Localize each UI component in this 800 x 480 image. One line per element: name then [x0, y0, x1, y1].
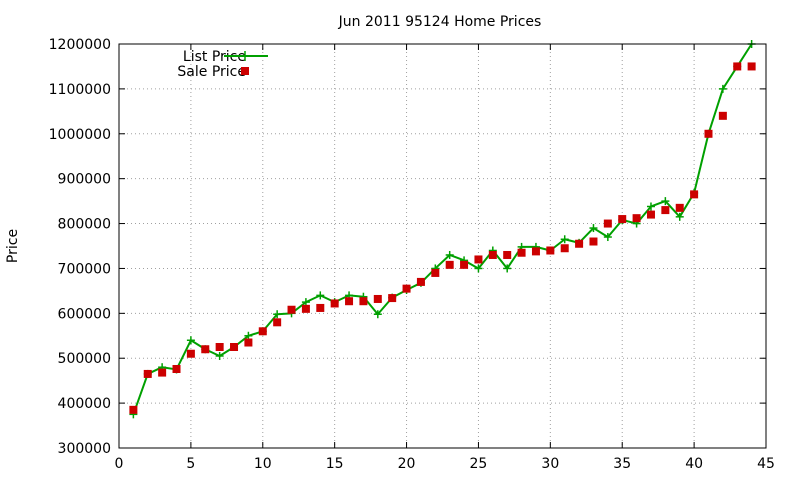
sale-price-point [373, 294, 382, 303]
sale-price-point [690, 190, 699, 199]
sale-price-point [718, 111, 727, 120]
sale-price-point [244, 338, 253, 347]
legend-marker-list-price [240, 51, 250, 61]
sale-price-point [661, 206, 670, 215]
sale-price-point [402, 284, 411, 293]
list-price-point [215, 351, 224, 360]
sale-price-point [589, 237, 598, 246]
list-price-point [373, 310, 382, 319]
series-group [129, 40, 756, 419]
list-price-point [646, 202, 655, 211]
list-price-point [603, 233, 612, 242]
legend-label-sale-price: Sale Price [177, 64, 246, 80]
sale-price-point [230, 343, 239, 351]
sale-price-point [301, 304, 310, 313]
list-price-point [273, 310, 282, 319]
list-price-point [718, 84, 727, 93]
x-tick-label: 5 [186, 456, 195, 472]
sale-price-point [575, 239, 584, 248]
sale-price-point [618, 215, 627, 224]
x-tick-label: 30 [541, 456, 559, 472]
y-tick-label: 500000 [58, 351, 111, 367]
sale-price-point [747, 62, 756, 71]
axis-ticks: 300000 400000 500000 600000 700000 800000 9000… [49, 37, 775, 472]
sale-price-point [258, 327, 267, 336]
sale-price-point [158, 368, 167, 377]
list-price-point [560, 235, 569, 244]
grid-lines [119, 44, 766, 448]
y-axis-label: Price [5, 229, 21, 263]
chart-title: Jun 2011 95124 Home Prices [338, 14, 542, 30]
legend-marker-sale-price [241, 67, 249, 75]
x-tick-label: 45 [757, 456, 775, 472]
sale-price-point [388, 294, 397, 303]
list-price-point [474, 264, 483, 273]
sale-price-point [201, 345, 210, 354]
list-price-point [186, 336, 195, 345]
y-tick-label: 1000000 [49, 127, 111, 143]
y-tick-label: 1200000 [49, 37, 111, 53]
legend-label-list-price: List Price [183, 49, 246, 65]
plot-frame [118, 43, 767, 449]
sale-price-point [632, 214, 641, 223]
sale-price-point [330, 299, 339, 308]
sale-price-point [517, 248, 526, 257]
list-price-point [445, 250, 454, 259]
x-tick-label: 35 [613, 456, 631, 472]
sale-price-point [445, 260, 454, 269]
sale-price-point [488, 250, 497, 259]
sale-price-point [460, 260, 469, 269]
list-price-point [301, 298, 310, 307]
y-tick-label: 800000 [58, 217, 111, 233]
sale-price-point [186, 349, 195, 358]
sale-price-point [646, 210, 655, 219]
list-price-point [503, 264, 512, 273]
list-price-point [589, 224, 598, 233]
sale-price-point [675, 203, 684, 212]
x-tick-label: 25 [470, 456, 488, 472]
sale-price-point [603, 219, 612, 228]
list-price-point [244, 331, 253, 340]
sale-price-point [704, 129, 713, 138]
sale-price-point [345, 297, 354, 306]
sale-price-point [129, 405, 138, 414]
sale-price-point [359, 297, 368, 306]
y-tick-label: 700000 [58, 261, 111, 277]
x-tick-label: 10 [254, 456, 272, 472]
sale-price-point [474, 255, 483, 264]
sale-price-point [273, 318, 282, 327]
y-tick-label: 600000 [58, 306, 111, 322]
y-tick-label: 300000 [58, 441, 111, 457]
sale-price-point [416, 277, 425, 286]
legend: List Price Sale Price [177, 49, 268, 80]
list-price-point [316, 291, 325, 300]
sale-price-point [431, 268, 440, 277]
list-price-point [661, 197, 670, 206]
y-tick-label: 1100000 [49, 82, 111, 98]
sale-price-point [143, 369, 152, 378]
x-tick-label: 40 [685, 456, 703, 472]
sale-price-point [560, 244, 569, 253]
sale-price-point [733, 62, 742, 71]
x-tick-label: 20 [398, 456, 416, 472]
sale-price-point [316, 303, 325, 312]
sale-price-point [531, 247, 540, 256]
sale-price-point [287, 305, 296, 314]
x-tick-label: 0 [115, 456, 124, 472]
y-tick-label: 900000 [58, 172, 111, 188]
x-tick-label: 15 [326, 456, 344, 472]
list-price-point [675, 212, 684, 221]
sale-price-point [172, 364, 181, 373]
y-tick-label: 400000 [58, 396, 111, 412]
sale-price-point [546, 246, 555, 255]
sale-price-point [215, 343, 224, 351]
sale-price-point [503, 250, 512, 259]
